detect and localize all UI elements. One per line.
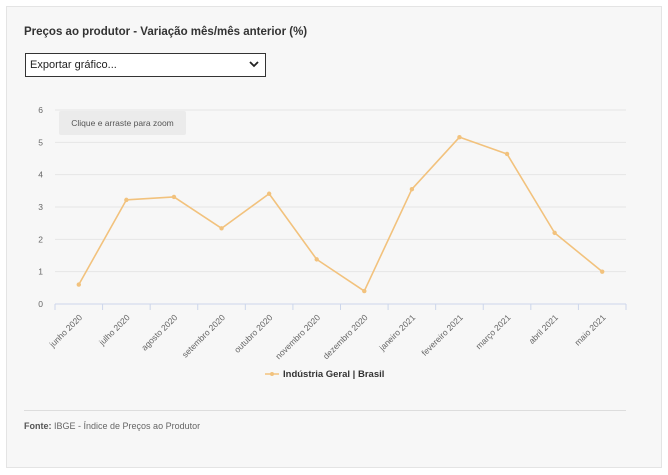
x-tick-label: novembro 2020 (273, 312, 322, 361)
y-tick-label: 1 (38, 267, 43, 277)
y-tick-label: 4 (38, 170, 43, 180)
data-point (409, 187, 415, 192)
data-point (504, 151, 510, 157)
legend-item[interactable]: Indústria Geral | Brasil (265, 367, 384, 381)
data-point (314, 257, 319, 262)
export-chart-select[interactable]: Exportar gráfico... (25, 53, 266, 77)
data-point (76, 282, 81, 287)
x-tick-label: abril 2021 (527, 312, 561, 346)
x-tick-label: setembro 2020 (180, 312, 227, 359)
x-tick-label: março 2021 (474, 312, 513, 351)
y-tick-label: 5 (38, 137, 43, 147)
chart-card (6, 6, 662, 468)
data-point (552, 230, 557, 236)
zoom-hint: Clique e arraste para zoom (59, 111, 186, 135)
data-point (219, 226, 224, 231)
y-tick-label: 6 (38, 105, 43, 115)
data-point (600, 269, 605, 274)
y-tick-label: 2 (38, 234, 43, 244)
x-tick-label: janeiro 2021 (376, 312, 417, 353)
series-line (78, 136, 603, 292)
x-tick-label: outubro 2020 (232, 312, 275, 355)
x-tick-label: junho 2020 (47, 312, 85, 350)
export-select-value: Exportar gráfico... (30, 59, 117, 71)
source-note: Fonte: IBGE - Índice de Preços ao Produt… (24, 421, 200, 431)
data-point (362, 288, 367, 294)
chevron-down-icon (249, 61, 259, 68)
footer-divider (24, 410, 626, 411)
x-tick-label: dezembro 2020 (321, 312, 370, 361)
data-point (171, 194, 177, 200)
data-point (266, 191, 272, 196)
x-tick-label: maio 2021 (572, 312, 607, 347)
legend-line-symbol (265, 369, 279, 379)
data-point (124, 197, 129, 203)
source-text: IBGE - Índice de Preços ao Produtor (54, 421, 201, 431)
x-tick-label: fevereiro 2021 (419, 312, 465, 358)
x-tick-label: julho 2020 (96, 312, 132, 348)
y-tick-label: 0 (38, 299, 43, 309)
data-point (457, 134, 462, 140)
chart-title: Preços ao produtor - Variação mês/mês an… (24, 26, 308, 38)
legend-label: Indústria Geral | Brasil (283, 368, 385, 380)
y-tick-label: 3 (38, 202, 43, 212)
source-label: Fonte: (24, 421, 52, 431)
x-tick-label: agosto 2020 (139, 312, 179, 352)
